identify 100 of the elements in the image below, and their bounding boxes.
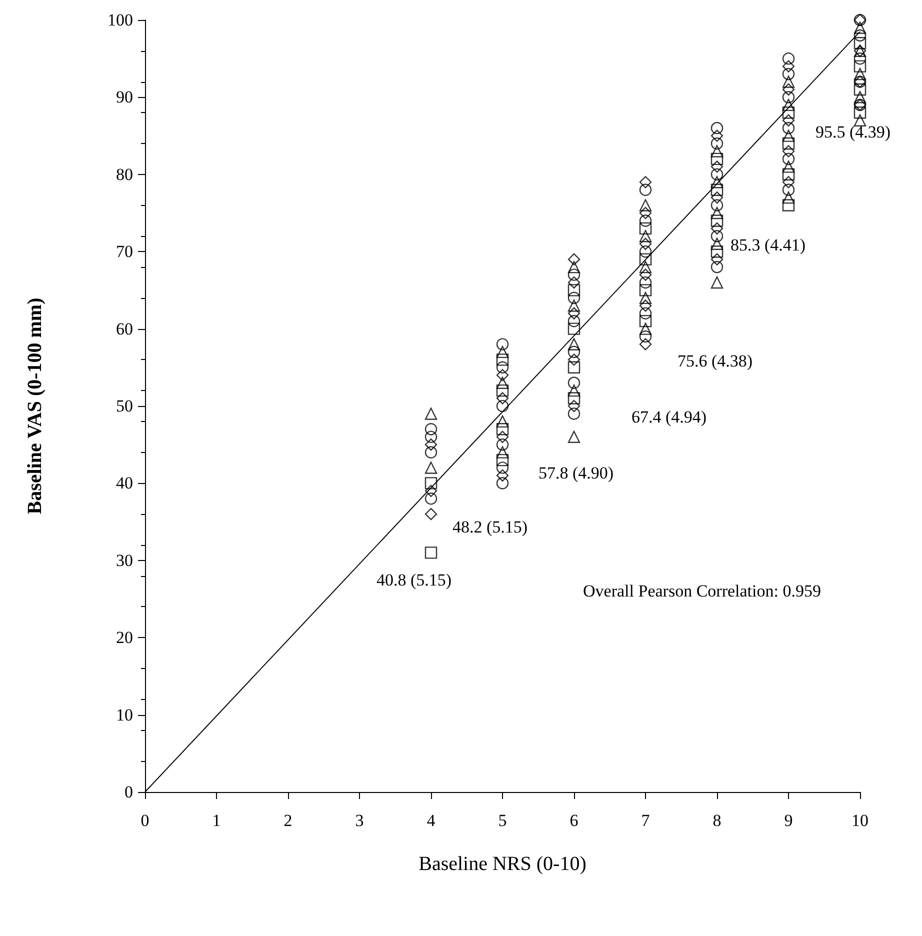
point xyxy=(424,408,438,420)
point xyxy=(496,376,509,389)
point xyxy=(782,168,795,180)
point xyxy=(854,52,866,65)
point xyxy=(568,276,580,289)
y-tick-label: 50 xyxy=(116,396,133,416)
point xyxy=(424,546,438,559)
y-tick-label: 40 xyxy=(116,474,133,493)
point xyxy=(496,423,509,436)
point xyxy=(782,98,795,112)
point xyxy=(424,430,438,443)
point xyxy=(710,184,724,196)
point xyxy=(710,253,724,266)
point xyxy=(496,346,509,358)
point xyxy=(568,322,580,335)
point xyxy=(568,292,580,304)
point xyxy=(424,446,438,458)
point xyxy=(782,130,795,142)
point xyxy=(639,184,652,196)
point xyxy=(639,284,652,296)
annotation: 57.8 (4.90) xyxy=(538,464,614,482)
y-axis-title: Baseline VAS (0-100 mm) xyxy=(24,298,46,514)
point xyxy=(639,300,652,312)
point xyxy=(496,469,509,482)
point xyxy=(710,276,724,289)
y-tick-label: 100 xyxy=(108,10,133,30)
x-tick-label: 6 xyxy=(570,811,578,830)
point xyxy=(424,492,438,505)
point xyxy=(854,37,866,50)
point xyxy=(639,230,652,242)
point xyxy=(710,199,724,212)
point xyxy=(639,214,652,227)
point xyxy=(568,392,580,404)
y-tick-label: 10 xyxy=(116,705,133,724)
annotation: 75.6 (4.38) xyxy=(677,352,753,370)
point xyxy=(568,307,580,320)
point xyxy=(710,222,724,235)
point xyxy=(710,238,724,250)
point xyxy=(639,199,652,212)
point xyxy=(639,222,652,235)
point xyxy=(782,199,795,212)
point xyxy=(568,400,580,412)
point xyxy=(496,369,509,382)
annotation: 95.5 (4.39) xyxy=(815,122,891,142)
point xyxy=(710,145,724,158)
point xyxy=(782,76,795,88)
point xyxy=(854,68,866,80)
point xyxy=(424,423,438,436)
x-tick-label: 7 xyxy=(641,811,650,830)
point xyxy=(424,462,438,474)
x-tick-label: 5 xyxy=(498,811,507,830)
point xyxy=(639,246,652,258)
point xyxy=(710,230,724,242)
point xyxy=(782,60,795,72)
point xyxy=(710,137,724,150)
point xyxy=(639,276,652,289)
point xyxy=(424,438,438,451)
point xyxy=(710,152,724,166)
point xyxy=(568,314,580,328)
point xyxy=(854,83,866,96)
y-tick-label: 70 xyxy=(116,242,133,262)
point xyxy=(854,114,866,126)
point xyxy=(568,300,580,312)
point xyxy=(710,130,724,142)
point xyxy=(854,22,866,34)
point xyxy=(568,284,580,296)
annotation: 40.8 (5.15) xyxy=(376,570,452,590)
x-tick-label: 3 xyxy=(355,811,364,830)
point xyxy=(639,314,652,328)
point xyxy=(568,253,580,266)
point xyxy=(710,168,724,180)
point xyxy=(496,392,509,404)
point xyxy=(782,160,795,173)
point xyxy=(496,438,509,451)
point xyxy=(568,346,580,358)
x-tick-label: 9 xyxy=(784,811,793,830)
point xyxy=(782,137,795,150)
point xyxy=(782,114,795,126)
point xyxy=(496,430,509,443)
x-tick-label: 4 xyxy=(426,811,436,830)
point xyxy=(782,184,795,196)
point xyxy=(568,361,580,374)
x-tick-label: 0 xyxy=(140,811,150,830)
y-tick-label: 20 xyxy=(116,628,133,648)
point xyxy=(782,176,795,188)
annotation: Overall Pearson Correlation: 0.959 xyxy=(583,582,821,600)
point xyxy=(782,91,795,104)
point xyxy=(496,384,509,397)
x-tick-label: 1 xyxy=(212,811,221,830)
y-tick-label: 60 xyxy=(116,319,133,338)
point xyxy=(639,176,652,188)
point xyxy=(639,322,652,335)
point xyxy=(854,29,866,42)
point xyxy=(710,214,724,227)
y-tick-label: 30 xyxy=(116,550,133,570)
point xyxy=(496,415,509,428)
point xyxy=(496,477,509,490)
point xyxy=(568,260,580,274)
point xyxy=(639,238,652,250)
point xyxy=(496,338,509,350)
